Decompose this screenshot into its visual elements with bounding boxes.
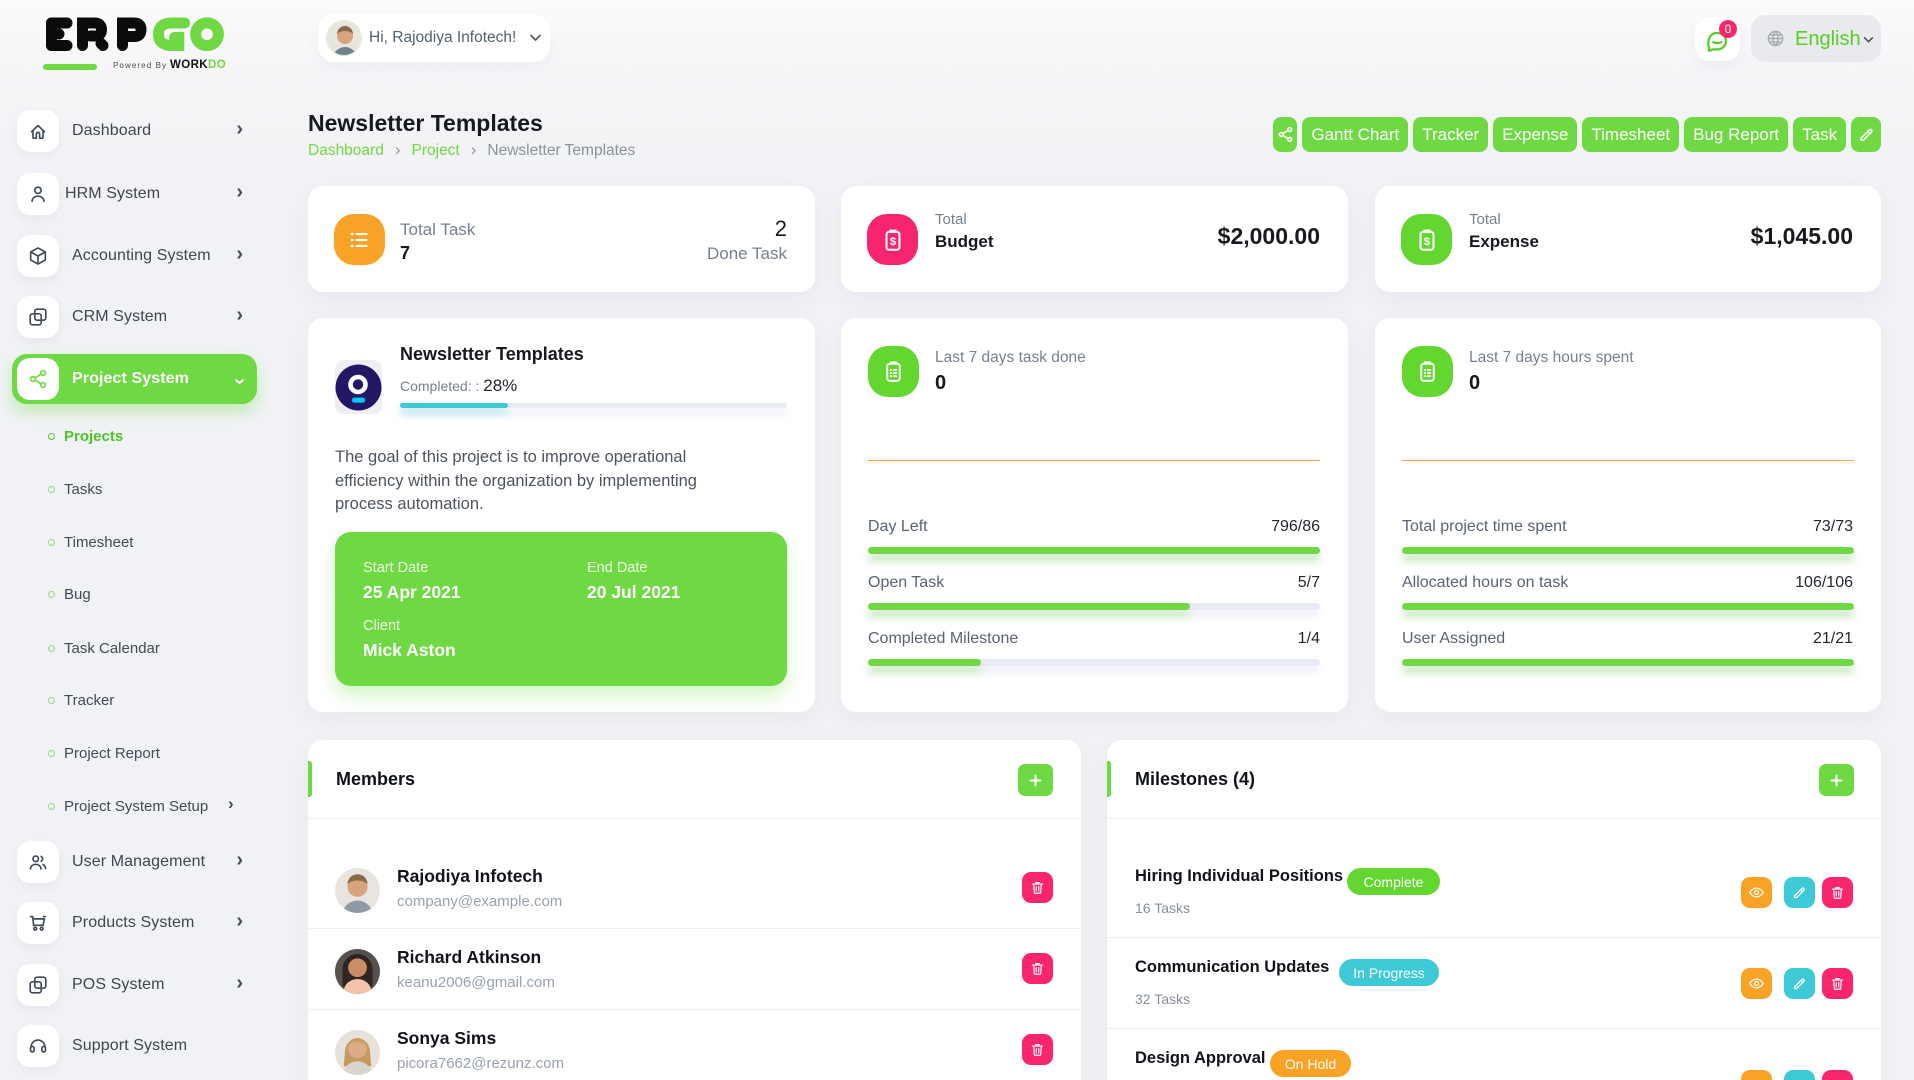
- svg-text:$: $: [1423, 235, 1430, 247]
- svg-text:$: $: [889, 235, 896, 247]
